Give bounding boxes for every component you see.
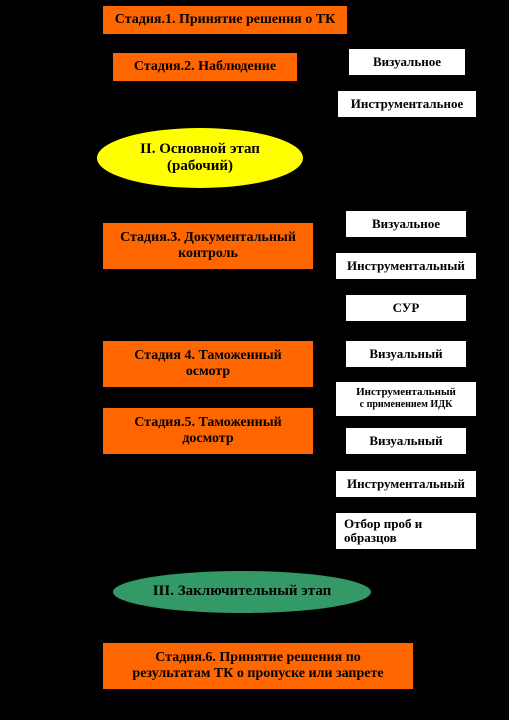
- stage-2-instr-box: Инструментальное: [337, 90, 477, 118]
- stage-3-visual-label: Визуальное: [372, 217, 440, 231]
- stage-4-visual-label: Визуальный: [369, 347, 442, 361]
- stage-4-instr-line2: с применением ИДК: [360, 399, 453, 410]
- stage-4-visual-box: Визуальный: [345, 340, 467, 368]
- stage-3-line1: Стадия.3. Документальный: [120, 230, 296, 245]
- stage-1-label: Стадия.1. Принятие решения о ТК: [115, 12, 335, 28]
- stage-6-box: Стадия.6. Принятие решения по результата…: [102, 642, 414, 690]
- stage-3-instr-label: Инструментальный: [347, 259, 465, 273]
- stage-3-sur-box: СУР: [345, 294, 467, 322]
- stage-5-visual-box: Визуальный: [345, 427, 467, 455]
- stage-2-visual-label: Визуальное: [373, 55, 441, 69]
- stage-5-line1: Стадия.5. Таможенный: [134, 415, 282, 430]
- phase-3-ellipse: III. Заключительный этап: [112, 570, 372, 614]
- stage-6-line1: Стадия.6. Принятие решения по: [155, 650, 361, 665]
- stage-5-box: Стадия.5. Таможенный досмотр: [102, 407, 314, 455]
- stage-2-visual-box: Визуальное: [348, 48, 466, 76]
- stage-5-instr-box: Инструментальный: [335, 470, 477, 498]
- phase-2-label: II. Основной этап (рабочий): [140, 141, 260, 176]
- stage-4-instr-label: Инструментальный с применением ИДК: [356, 387, 456, 410]
- stage-3-label: Стадия.3. Документальный контроль: [120, 230, 296, 262]
- stage-6-line2: результатам ТК о пропуске или запрете: [132, 666, 383, 681]
- stage-3-instr-box: Инструментальный: [335, 252, 477, 280]
- stage-5-line2: досмотр: [182, 431, 233, 446]
- stage-3-box: Стадия.3. Документальный контроль: [102, 222, 314, 270]
- stage-2-box: Стадия.2. Наблюдение: [112, 52, 298, 82]
- stage-4-label: Стадия 4. Таможенный осмотр: [134, 348, 282, 380]
- stage-3-line2: контроль: [178, 246, 238, 261]
- phase-2-ellipse: II. Основной этап (рабочий): [96, 127, 304, 189]
- stage-4-instr-line1: Инструментальный: [356, 386, 456, 398]
- stage-4-box: Стадия 4. Таможенный осмотр: [102, 340, 314, 388]
- stage-5-visual-label: Визуальный: [369, 434, 442, 448]
- stage-5-samples-label: Отбор проб и образцов: [344, 517, 422, 544]
- stage-4-line1: Стадия 4. Таможенный: [134, 348, 282, 363]
- stage-5-label: Стадия.5. Таможенный досмотр: [134, 415, 282, 447]
- stage-4-instr-box: Инструментальный с применением ИДК: [335, 381, 477, 417]
- stage-5-instr-label: Инструментальный: [347, 477, 465, 491]
- stage-2-label: Стадия.2. Наблюдение: [134, 59, 276, 75]
- stage-4-line2: осмотр: [186, 364, 230, 379]
- stage-5-samples-box: Отбор проб и образцов: [335, 512, 477, 550]
- stage-6-label: Стадия.6. Принятие решения по результата…: [132, 650, 383, 682]
- stage-3-visual-box: Визуальное: [345, 210, 467, 238]
- phase-3-label: III. Заключительный этап: [153, 583, 332, 600]
- stage-2-instr-label: Инструментальное: [351, 97, 464, 111]
- phase-2-line1: II. Основной этап: [140, 141, 260, 157]
- phase-2-line2: (рабочий): [167, 158, 233, 174]
- stage-3-sur-label: СУР: [393, 301, 420, 315]
- stage-1-box: Стадия.1. Принятие решения о ТК: [102, 5, 348, 35]
- stage-5-samples-line2: образцов: [344, 530, 397, 545]
